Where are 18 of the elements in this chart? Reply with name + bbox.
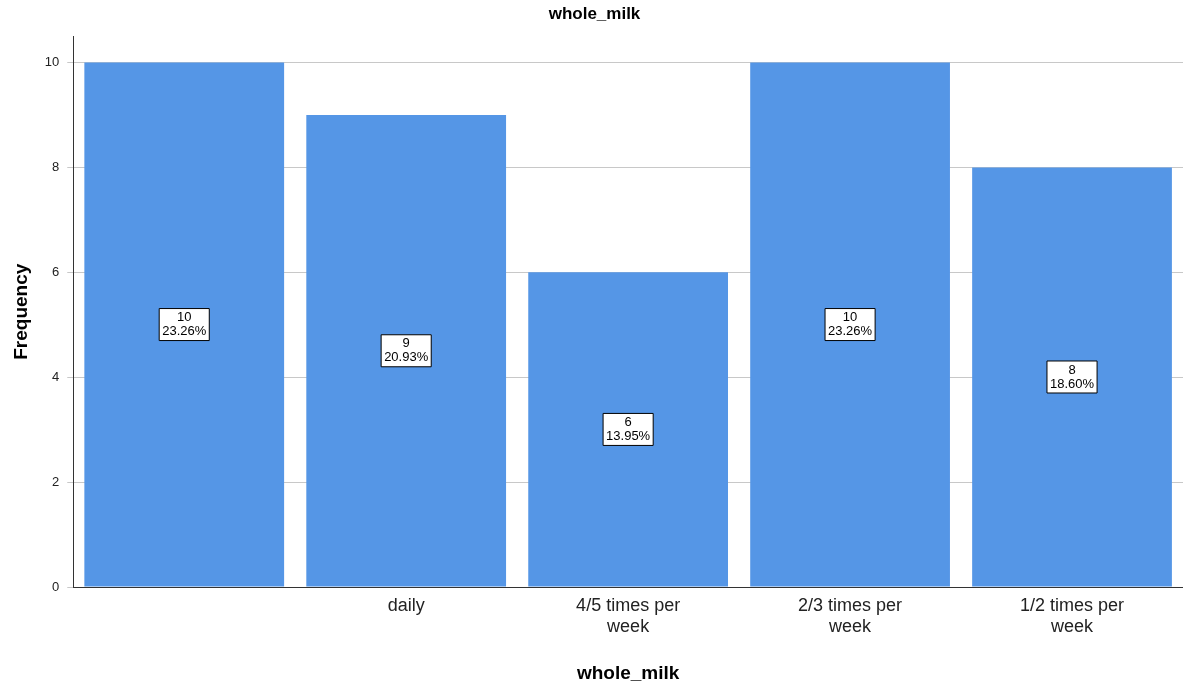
y-tick-label: 0 xyxy=(52,578,60,594)
y-tick-label: 8 xyxy=(52,159,60,175)
data-label: 9 20.93% xyxy=(384,335,429,365)
y-axis-title: Frequency xyxy=(9,263,31,360)
y-tick-label: 6 xyxy=(52,263,60,279)
y-tick-label: 4 xyxy=(52,368,60,384)
data-label: 10 23.26% xyxy=(828,309,873,339)
x-axis-title: whole_milk xyxy=(575,661,680,683)
x-tick-label: daily xyxy=(387,594,425,615)
x-tick-label: 1/2 times per week xyxy=(1020,594,1125,637)
y-tick-label: 10 xyxy=(44,54,60,70)
y-tick-label: 2 xyxy=(52,473,60,489)
data-label: 6 13.95% xyxy=(606,414,651,444)
data-label: 8 18.60% xyxy=(1049,361,1095,391)
x-tick-label: 4/5 times per week xyxy=(576,594,681,637)
data-label: 10 23.26% xyxy=(162,309,207,339)
chart-title: whole_milk xyxy=(547,3,641,23)
x-tick-label: 2/3 times per week xyxy=(798,594,903,637)
